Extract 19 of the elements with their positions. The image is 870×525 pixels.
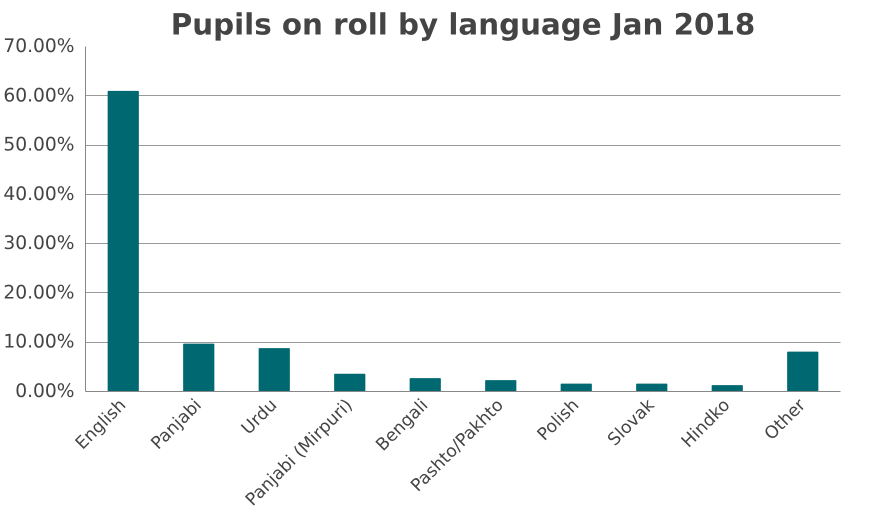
bar — [787, 352, 818, 392]
y-tick-label: 0.00% — [15, 381, 75, 402]
y-tick-label: 30.00% — [3, 233, 75, 254]
bar — [258, 348, 290, 392]
y-tick-label: 10.00% — [3, 332, 75, 353]
bar — [108, 90, 139, 392]
bar — [183, 344, 214, 392]
y-tick-label: 20.00% — [3, 282, 75, 304]
bar — [485, 380, 516, 392]
bar — [410, 378, 441, 392]
bar — [334, 374, 366, 392]
bar — [560, 384, 592, 392]
bar — [712, 385, 743, 392]
y-tick-label: 70.00% — [3, 36, 75, 57]
bar — [636, 384, 668, 392]
y-tick-label: 60.00% — [3, 85, 75, 106]
chart-title: Pupils on roll by language Jan 2018 — [170, 8, 756, 42]
y-tick-label: 50.00% — [3, 134, 75, 156]
y-tick-label: 40.00% — [3, 184, 75, 205]
